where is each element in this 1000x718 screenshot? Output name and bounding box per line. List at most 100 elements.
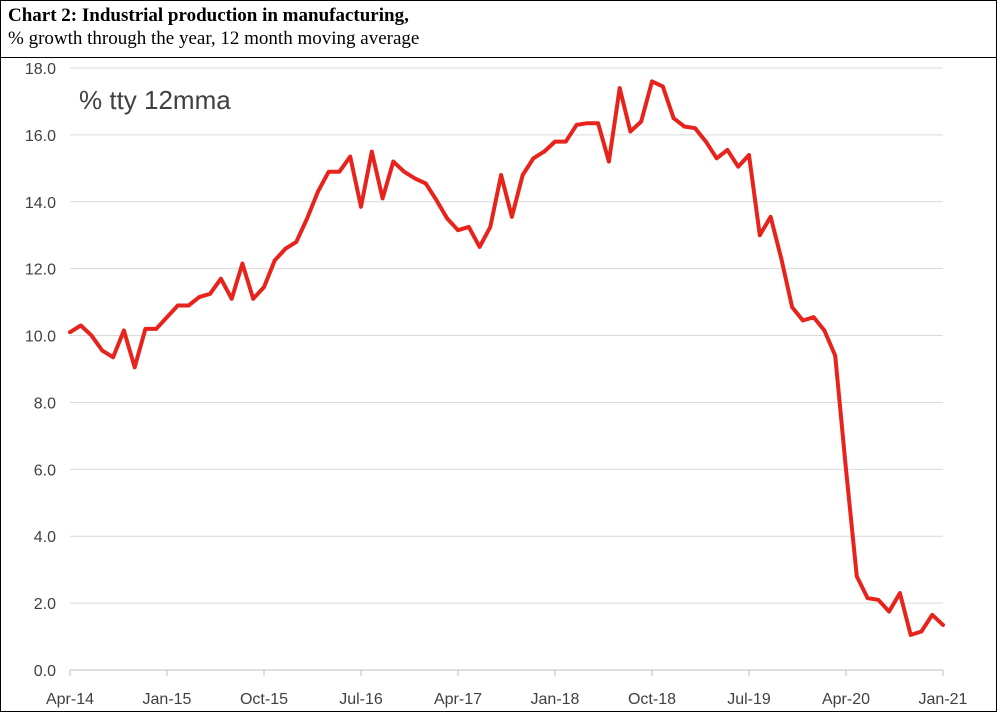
data-point <box>445 216 450 221</box>
x-tick-label: Apr-17 <box>434 691 482 708</box>
data-point <box>758 233 762 237</box>
data-point <box>768 215 773 219</box>
data-point <box>359 205 363 209</box>
data-point <box>650 79 654 84</box>
data-point <box>520 173 525 177</box>
data-point <box>176 303 180 308</box>
data-point <box>887 609 891 614</box>
data-point <box>305 216 309 221</box>
series-line <box>68 79 945 637</box>
data-point <box>348 154 353 159</box>
line-chart: 0.0 2.0 4.0 6.0 8.0 10.0 12.0 14.0 16.0 18.0 Apr-1… <box>25 61 968 708</box>
data-point <box>736 164 740 169</box>
chart-header: Chart 2: Industrial production in manufa… <box>1 1 996 58</box>
data-point <box>596 121 600 125</box>
data-point <box>219 276 223 281</box>
y-tick-label: 0.0 <box>34 663 56 680</box>
data-point <box>111 355 115 360</box>
data-point <box>898 591 902 595</box>
data-point <box>165 315 169 320</box>
y-tick-label: 12.0 <box>25 262 56 279</box>
x-tick-label: Jan-15 <box>143 691 192 708</box>
data-point <box>337 169 342 174</box>
data-point <box>822 328 827 333</box>
data-point <box>208 292 212 296</box>
data-point <box>316 189 320 194</box>
chart-annotation: % tty 12mma <box>79 85 231 115</box>
data-point <box>564 139 568 144</box>
data-point <box>553 139 557 144</box>
data-point <box>262 285 266 289</box>
data-point <box>714 156 719 161</box>
data-point <box>186 303 191 308</box>
x-tick-label: Apr-20 <box>822 691 870 708</box>
y-tick-label: 14.0 <box>25 195 56 212</box>
data-point <box>844 467 848 472</box>
data-point <box>499 173 503 177</box>
data-point <box>574 123 579 127</box>
y-tick-label: 18.0 <box>25 61 56 78</box>
data-point <box>801 318 805 323</box>
axis-labels: 0.0 2.0 4.0 6.0 8.0 10.0 12.0 14.0 16.0 18.0 Apr-1… <box>25 61 968 708</box>
x-tick-label: Jul-19 <box>727 691 771 708</box>
data-point <box>682 124 687 129</box>
data-point <box>283 246 288 251</box>
data-point <box>391 159 396 164</box>
data-point <box>639 119 643 124</box>
data-point <box>510 215 514 219</box>
data-point <box>488 225 493 229</box>
data-point <box>865 596 870 600</box>
data-point <box>143 327 148 331</box>
chart-title: Chart 2: Industrial production in manufa… <box>8 5 409 26</box>
data-point <box>380 196 385 201</box>
data-point <box>434 198 439 202</box>
data-point <box>661 84 665 89</box>
y-tick-label: 4.0 <box>34 529 56 546</box>
data-point <box>154 327 158 331</box>
x-tick-label: Jul-16 <box>339 691 383 708</box>
data-point <box>100 348 105 353</box>
y-tick-label: 16.0 <box>25 128 56 145</box>
x-tick-label: Jan-21 <box>919 691 968 708</box>
data-point <box>326 169 331 174</box>
y-tick-label: 10.0 <box>25 329 56 346</box>
data-point <box>542 149 546 154</box>
data-point <box>919 629 924 634</box>
chart-area: 0.0 2.0 4.0 6.0 8.0 10.0 12.0 14.0 16.0 18.0 Apr-1… <box>1 58 996 713</box>
data-point <box>456 228 460 232</box>
data-point <box>68 330 72 335</box>
data-point <box>725 148 730 152</box>
data-point <box>811 315 816 320</box>
data-point <box>197 295 202 299</box>
x-tick-label: Oct-18 <box>628 691 676 708</box>
data-point <box>693 126 697 130</box>
chart-subtitle: % growth through the year, 12 month movi… <box>8 28 420 49</box>
data-point <box>273 258 277 263</box>
data-point <box>413 176 417 181</box>
data-point <box>79 323 83 328</box>
data-point <box>467 225 471 229</box>
data-point <box>930 613 934 617</box>
data-point <box>747 153 751 157</box>
data-point <box>833 353 837 358</box>
x-tick-label: Oct-15 <box>240 691 288 708</box>
data-point <box>531 156 536 161</box>
y-tick-label: 2.0 <box>34 596 56 613</box>
data-point <box>779 256 784 261</box>
data-point <box>628 129 633 134</box>
data-point <box>855 574 859 579</box>
data-point <box>704 139 708 144</box>
data-point <box>477 245 482 249</box>
data-point <box>89 333 94 338</box>
y-tick-label: 6.0 <box>34 462 56 479</box>
y-tick-label: 8.0 <box>34 395 56 412</box>
data-point <box>229 297 234 301</box>
data-point <box>790 305 794 309</box>
data-point <box>585 121 590 125</box>
data-point <box>122 328 126 333</box>
data-point <box>876 598 881 602</box>
data-point <box>251 297 255 301</box>
axes <box>69 669 944 676</box>
data-point <box>908 633 913 637</box>
